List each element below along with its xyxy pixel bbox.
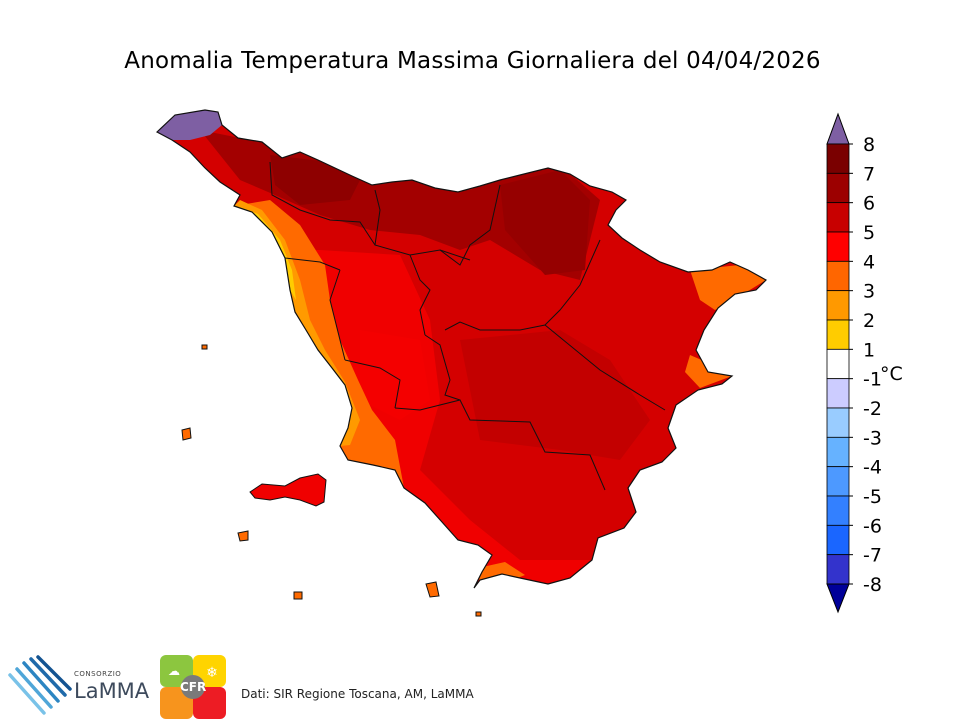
legend-tick-label: -8	[863, 574, 882, 596]
legend-bin-over	[826, 112, 850, 145]
data-source-credit: Dati: SIR Regione Toscana, AM, LaMMA	[241, 687, 474, 701]
legend-tick-label: -2	[863, 398, 882, 420]
legend-tick-label: -4	[863, 457, 882, 479]
cfr-logo: ❄ ☁ CFR	[160, 655, 226, 719]
island-giglio	[425, 581, 440, 598]
legend-unit: °C	[880, 363, 903, 385]
lamma-big-text: LaMMA	[74, 679, 150, 703]
island-giannutri	[475, 611, 482, 617]
legend-bin	[826, 143, 850, 174]
legend-tick-label: 3	[863, 281, 875, 303]
cfr-text: CFR	[180, 680, 207, 694]
legend-tick-label: 8	[863, 134, 875, 156]
legend-bins	[826, 112, 850, 614]
islands	[181, 344, 482, 617]
legend-bin	[826, 202, 850, 233]
legend-tick-label: 7	[863, 163, 875, 185]
legend-bin	[826, 524, 850, 556]
legend-tick-label: -1	[863, 369, 882, 391]
island-capraia	[181, 427, 192, 441]
legend-bin	[826, 378, 850, 409]
legend-tick-label: 2	[863, 310, 875, 332]
legend-bin	[826, 554, 850, 585]
map-title: Anomalia Temperatura Massima Giornaliera…	[124, 48, 821, 74]
legend-tick-label: 6	[863, 193, 875, 215]
legend-tick-label: 1	[863, 339, 875, 361]
lamma-logo	[8, 655, 148, 715]
legend-tick-label: -7	[863, 545, 882, 567]
svg-text:❄: ❄	[206, 665, 218, 681]
legend-bin-under	[826, 583, 850, 614]
legend-bin	[826, 466, 850, 497]
island-elba	[249, 473, 327, 507]
province-borders	[156, 109, 767, 589]
legend-tick-label: -5	[863, 486, 882, 508]
legend-bin	[826, 172, 850, 204]
legend-bin	[826, 407, 850, 438]
cfr-logo-icon: ❄ ☁	[160, 655, 226, 719]
legend-bin	[826, 436, 850, 468]
legend-tick-label: 5	[863, 222, 875, 244]
island-montecristo	[293, 591, 303, 600]
island-gorgona	[201, 344, 208, 350]
island-pianosa	[237, 530, 249, 542]
legend-tick-label: 4	[863, 251, 875, 273]
lamma-small-text: CONSORZIO	[74, 670, 122, 678]
legend-bin	[826, 319, 850, 350]
legend-ticks: 8 7 6 5 4 3 2 1 -1 -2 -3 -4 -5 -6 -7 -8	[849, 134, 882, 596]
legend-bin	[826, 495, 850, 526]
svg-text:☁: ☁	[168, 664, 180, 678]
legend-bin	[826, 260, 850, 292]
legend-bin	[826, 231, 850, 262]
lamma-stripes-icon	[8, 655, 72, 715]
legend-bin	[826, 348, 850, 380]
legend-bin	[826, 290, 850, 321]
legend-tick-label: -3	[863, 427, 882, 449]
legend-tick-label: -6	[863, 515, 882, 537]
